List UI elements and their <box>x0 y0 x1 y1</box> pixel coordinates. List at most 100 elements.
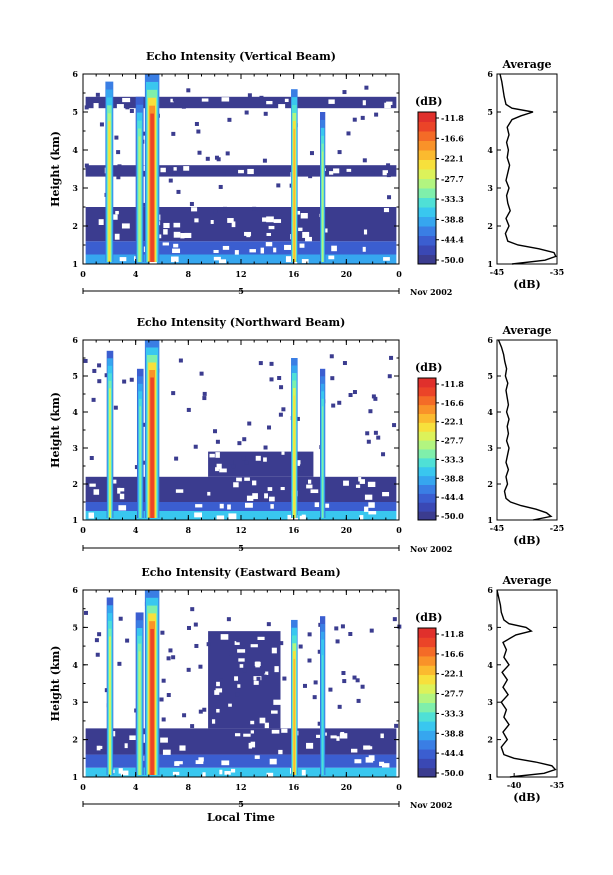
colorbar-swatch <box>418 493 436 503</box>
heatmap-gap <box>298 227 303 232</box>
heatmap-pixel <box>262 158 267 163</box>
heatmap-gap <box>172 771 180 776</box>
colorbar-tick-label: -38.8 <box>441 728 464 738</box>
day-label: 5 <box>238 286 244 296</box>
heatmap-gap <box>306 484 313 489</box>
colorbar: (dB) -11.8 -16.6 -22.1 -27.7 -33.3 -38.8 -44.4 -… <box>415 611 464 778</box>
average-line <box>497 339 553 521</box>
heatmap-gap <box>116 104 124 109</box>
heatmap-pixel <box>166 693 171 698</box>
colorbar-swatch <box>418 502 436 512</box>
plume-band <box>109 388 111 518</box>
heatmap-gap <box>120 770 129 776</box>
y-tick-label: 3 <box>72 443 78 453</box>
heatmap-gap <box>367 481 376 488</box>
y-axis: 1 2 3 4 5 6 <box>72 69 399 269</box>
heatmap-gap <box>269 758 277 765</box>
heatmap-gap <box>194 512 202 518</box>
colorbar-tick-label: -16.6 <box>441 649 464 659</box>
heatmap-gap <box>215 688 223 693</box>
colorbar-swatch <box>418 665 436 676</box>
heatmap-gap <box>246 233 251 238</box>
heatmap-pixel <box>254 171 259 176</box>
heatmap-pixel <box>193 444 198 449</box>
colorbar: (dB) -11.8 -16.6 -22.1 -27.7 -33.3 -38.8 -44.4 -… <box>415 95 464 265</box>
heatmap-pixel <box>176 189 181 194</box>
colorbar-swatch <box>418 674 436 685</box>
heatmap-gap <box>162 749 171 755</box>
heatmap-gap <box>255 455 261 461</box>
heatmap-gap <box>271 729 280 734</box>
colorbar-tick-label: -16.6 <box>441 133 464 143</box>
colorbar-swatch <box>418 739 436 750</box>
heatmap-gap <box>300 213 308 219</box>
colorbar-swatch <box>418 475 436 485</box>
heatmap-gap <box>249 249 256 253</box>
x-tick-label: 16 <box>288 782 300 792</box>
heatmap-gap <box>115 210 119 215</box>
heatmap-pixel <box>181 104 186 109</box>
y-tick-label: 1 <box>72 515 78 525</box>
heatmap-gap <box>264 671 269 675</box>
heatmap-pixel <box>231 464 236 469</box>
heatmap-pixel <box>278 412 283 417</box>
heatmap-gap <box>259 717 266 724</box>
heatmap-gap <box>247 168 254 175</box>
average-x-tick-label: -35 <box>550 267 564 277</box>
colorbar-swatch <box>418 440 436 450</box>
average-y-tick-label: 1 <box>487 259 493 269</box>
heatmap-gap <box>175 489 184 493</box>
heatmap-pixel <box>166 656 171 661</box>
heatmap-pixel <box>214 155 219 160</box>
y-tick-label: 2 <box>72 735 78 745</box>
heatmap-gap <box>228 513 237 520</box>
heatmap-gap <box>239 664 244 668</box>
heatmap-gap <box>380 733 384 739</box>
x-tick-label: 0 <box>396 269 402 279</box>
heatmap-pixel <box>190 607 195 612</box>
heatmap-pixel <box>334 626 339 631</box>
average-y-tick-label: 3 <box>487 697 493 707</box>
heatmap-gap <box>382 492 390 497</box>
heatmap-pixel <box>247 421 252 426</box>
colorbar-swatch <box>418 628 436 638</box>
x-tick-label: 20 <box>341 525 353 535</box>
average-y-tick-label: 5 <box>487 107 493 117</box>
heatmap-pixel <box>189 201 194 206</box>
heatmap-gap <box>383 207 390 213</box>
heatmap-pixel <box>118 616 123 621</box>
heatmap-pixel <box>302 683 307 688</box>
x-tick-label: 12 <box>235 782 246 792</box>
heatmap-pixel <box>381 452 386 457</box>
heatmap-pixel <box>371 394 376 399</box>
heatmap-gap <box>278 104 286 110</box>
x-axis: 0 4 8 12 16 20 0 <box>80 590 402 792</box>
heatmap-gap <box>89 483 96 487</box>
colorbar-swatch <box>418 449 436 459</box>
heatmap-gap <box>210 219 214 224</box>
average-x-label: (dB) <box>513 534 540 547</box>
heatmap-gap <box>284 98 289 103</box>
colorbar: (dB) -11.8 -16.6 -22.1 -27.7 -33.3 -38.8 -44.4 -… <box>415 361 464 521</box>
average-x-tick-label: -25 <box>550 523 564 533</box>
heatmap-pixel <box>269 377 274 382</box>
heatmap-gap <box>218 259 227 264</box>
heatmap-gap <box>216 515 225 521</box>
heatmap-gap <box>195 760 204 765</box>
heatmap-pixel <box>257 207 262 212</box>
heatmap-pixel <box>92 368 97 373</box>
heatmap-pixel <box>206 642 211 647</box>
heatmap-gap <box>355 484 361 488</box>
heatmap-pixel <box>360 684 365 689</box>
date-label: Nov 2002 <box>410 287 452 297</box>
heatmap-pixel <box>99 122 104 127</box>
heatmap-gap <box>216 708 220 713</box>
heatmap-pixel <box>194 121 199 126</box>
heatmap-pixel <box>95 652 100 657</box>
heatmap-gap <box>119 257 127 262</box>
colorbar-swatch <box>418 131 436 141</box>
heatmap-pixel <box>104 373 109 378</box>
heatmap-pixel <box>329 354 334 359</box>
plume-band <box>138 651 141 775</box>
